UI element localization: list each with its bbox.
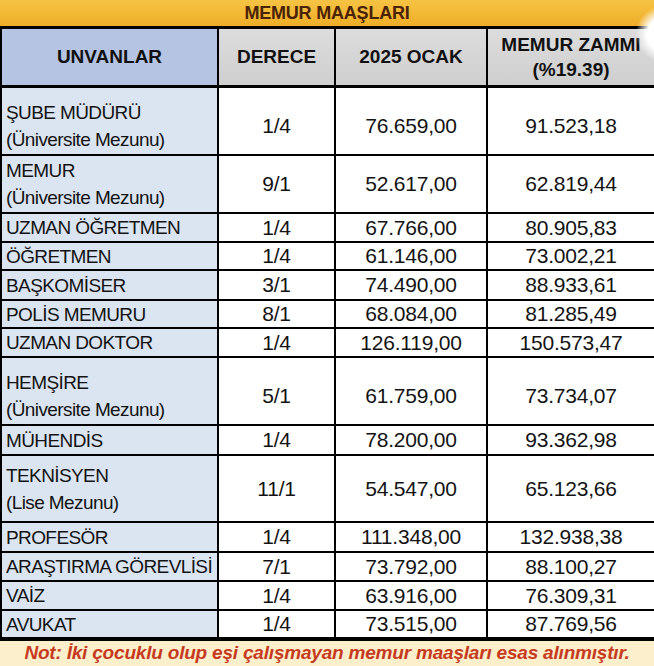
cell-job-title: MÜHENDİS	[2, 426, 219, 456]
job-title: ŞUBE MÜDÜRÜ	[6, 99, 141, 126]
job-title: PROFESÖR	[6, 524, 108, 551]
cell-memur-zammi: 88.933,61	[488, 271, 654, 301]
cell-derece: 1/4	[219, 243, 336, 271]
cell-derece: 1/4	[219, 523, 336, 553]
cell-2025-ocak: 78.200,00	[336, 426, 488, 456]
cell-job-title: BAŞKOMİSER	[2, 271, 219, 301]
cell-job-title: AVUKAT	[2, 611, 219, 639]
salary-table-page: MEMUR MAAŞLARI UNVANLAR DERECE 2025 OCAK…	[0, 0, 654, 666]
memur-zammi-label: MEMUR ZAMMI	[501, 32, 640, 57]
cell-job-title: ÖĞRETMEN	[2, 243, 219, 271]
job-title: UZMAN DOKTOR	[6, 329, 153, 356]
cell-2025-ocak: 73.515,00	[336, 611, 488, 639]
job-subtitle: (Lise Mezunu)	[6, 489, 119, 516]
cell-2025-ocak: 111.348,00	[336, 523, 488, 553]
cell-job-title: POLİS MEMURU	[2, 301, 219, 329]
cell-2025-ocak: 67.766,00	[336, 214, 488, 243]
cell-job-title: UZMAN DOKTOR	[2, 329, 219, 358]
cell-derece: 1/4	[219, 611, 336, 639]
job-title: AVUKAT	[6, 611, 76, 638]
job-title: ÖĞRETMEN	[6, 243, 111, 270]
cell-memur-zammi: 80.905,83	[488, 214, 654, 243]
cell-derece: 1/4	[219, 426, 336, 456]
job-title: UZMAN ÖĞRETMEN	[6, 214, 180, 241]
cell-job-title: ŞUBE MÜDÜRÜ(Üniversite Mezunu)	[2, 88, 219, 156]
job-title: ARAŞTIRMA GÖREVLİSİ	[6, 553, 212, 580]
cell-memur-zammi: 81.285,49	[488, 301, 654, 329]
col-header-2025-ocak: 2025 OCAK	[336, 29, 488, 88]
cell-memur-zammi: 65.123,66	[488, 456, 654, 523]
cell-derece: 1/4	[219, 214, 336, 243]
cell-2025-ocak: 74.490,00	[336, 271, 488, 301]
cell-derece: 11/1	[219, 456, 336, 523]
job-title: MÜHENDİS	[6, 427, 103, 454]
cell-derece: 1/4	[219, 329, 336, 358]
cell-memur-zammi: 73.734,07	[488, 358, 654, 426]
memur-zammi-rate: (%19.39)	[532, 57, 609, 82]
job-title: POLİS MEMURU	[6, 301, 146, 328]
job-subtitle: (Üniversite Mezunu)	[6, 126, 165, 153]
cell-memur-zammi: 88.100,27	[488, 553, 654, 582]
cell-memur-zammi: 93.362,98	[488, 426, 654, 456]
cell-memur-zammi: 91.523,18	[488, 88, 654, 156]
cell-derece: 8/1	[219, 301, 336, 329]
cell-job-title: TEKNİSYEN(Lise Mezunu)	[2, 456, 219, 523]
cell-memur-zammi: 62.819,44	[488, 156, 654, 214]
cell-2025-ocak: 61.759,00	[336, 358, 488, 426]
cell-job-title: MEMUR(Üniversite Mezunu)	[2, 156, 219, 214]
table-title: MEMUR MAAŞLARI	[0, 0, 654, 26]
cell-memur-zammi: 132.938,38	[488, 523, 654, 553]
col-header-memur-zammi: MEMUR ZAMMI (%19.39)	[488, 29, 654, 88]
cell-memur-zammi: 73.002,21	[488, 243, 654, 271]
cell-derece: 5/1	[219, 358, 336, 426]
cell-2025-ocak: 76.659,00	[336, 88, 488, 156]
cell-2025-ocak: 63.916,00	[336, 582, 488, 611]
job-title: BAŞKOMİSER	[6, 272, 126, 299]
cell-2025-ocak: 68.084,00	[336, 301, 488, 329]
cell-derece: 1/4	[219, 88, 336, 156]
cell-derece: 7/1	[219, 553, 336, 582]
col-header-derece: DERECE	[219, 29, 336, 88]
cell-job-title: ARAŞTIRMA GÖREVLİSİ	[2, 553, 219, 582]
cell-memur-zammi: 150.573,47	[488, 329, 654, 358]
salary-table: UNVANLAR DERECE 2025 OCAK MEMUR ZAMMI (%…	[0, 26, 654, 639]
cell-memur-zammi: 76.309,31	[488, 582, 654, 611]
footnote: Not: İki çocuklu olup eşi çalışmayan mem…	[0, 639, 654, 666]
cell-2025-ocak: 54.547,00	[336, 456, 488, 523]
job-subtitle: (Üniversite Mezunu)	[6, 184, 165, 211]
cell-job-title: VAİZ	[2, 582, 219, 611]
col-header-unvanlar: UNVANLAR	[2, 29, 219, 88]
cell-memur-zammi: 87.769,56	[488, 611, 654, 639]
cell-job-title: PROFESÖR	[2, 523, 219, 553]
cell-derece: 9/1	[219, 156, 336, 214]
job-title: TEKNİSYEN	[6, 462, 108, 489]
job-subtitle: (Üniversite Mezunu)	[6, 396, 165, 423]
cell-derece: 1/4	[219, 582, 336, 611]
cell-2025-ocak: 61.146,00	[336, 243, 488, 271]
cell-derece: 3/1	[219, 271, 336, 301]
cell-2025-ocak: 52.617,00	[336, 156, 488, 214]
job-title: MEMUR	[6, 157, 75, 184]
job-title: HEMŞİRE	[6, 369, 88, 396]
cell-2025-ocak: 73.792,00	[336, 553, 488, 582]
cell-job-title: HEMŞİRE(Üniversite Mezunu)	[2, 358, 219, 426]
cell-2025-ocak: 126.119,00	[336, 329, 488, 358]
cell-job-title: UZMAN ÖĞRETMEN	[2, 214, 219, 243]
job-title: VAİZ	[6, 582, 44, 609]
